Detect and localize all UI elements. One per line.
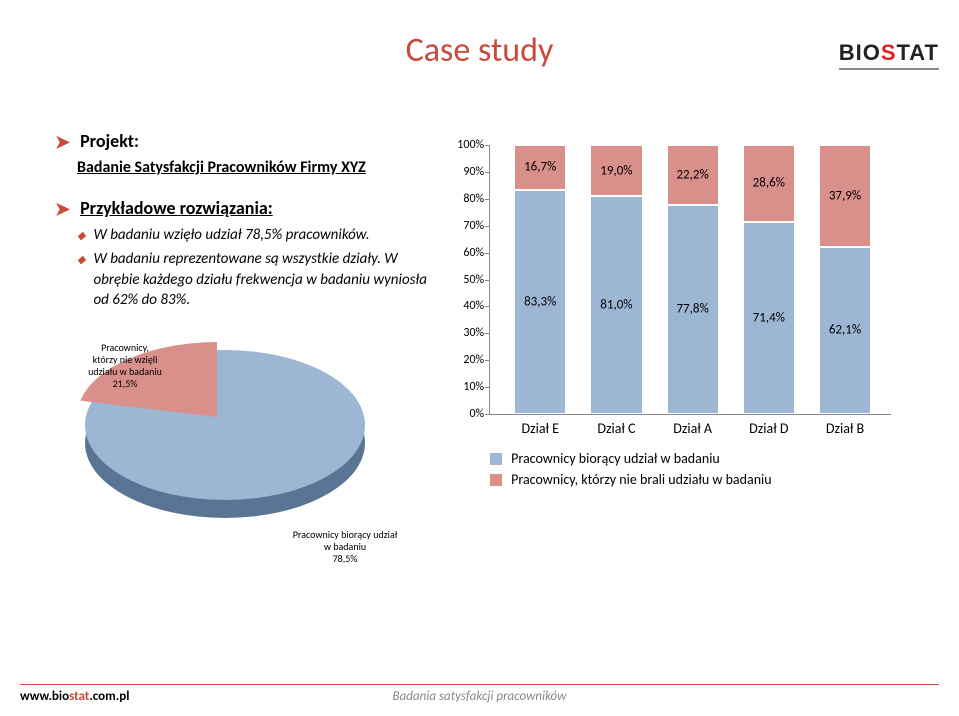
project-heading: Projekt:: [80, 130, 139, 152]
arrow-icon: ➤: [55, 198, 70, 220]
logo-part-bi: BI: [839, 40, 863, 65]
y-tick-mark: [485, 360, 490, 361]
bar-segment-bottom: 71,4%: [743, 222, 795, 414]
project-block: ➤ Projekt: Badanie Satysfakcji Pracownik…: [55, 130, 431, 177]
bar-segment-top: 16,7%: [514, 145, 566, 190]
y-tick-mark: [485, 145, 490, 146]
pie-chart: Pracownicy,którzy nie wzięliudziału w ba…: [55, 330, 395, 540]
bar-x-label: Dział B: [826, 420, 864, 437]
bar-label-top: 16,7%: [524, 160, 556, 175]
bar-label-bottom: 71,4%: [753, 310, 785, 325]
y-tick-label: 30%: [442, 326, 484, 340]
bar-segment-top: 22,2%: [667, 145, 719, 205]
bar-group: 83,3%16,7%Dział E: [514, 145, 566, 414]
footer-center-text: Badania satysfakcji pracowników: [393, 689, 567, 704]
pie-label-slice: Pracownicy,którzy nie wzięliudziału w ba…: [65, 342, 185, 390]
right-column: 0% 10% 20% 30% 40% 50% 60% 70% 80% 90% 100% 83,3% 16…: [441, 120, 959, 656]
footer-url-part3: .com.pl: [89, 689, 129, 704]
content-area: ➤ Projekt: Badanie Satysfakcji Pracownik…: [0, 120, 959, 656]
y-tick-label: 70%: [442, 219, 484, 233]
logo-part-tat: TAT: [897, 40, 940, 65]
logo-part-o: O: [863, 40, 881, 65]
y-tick-mark: [485, 253, 490, 254]
project-line-row: Badanie Satysfakcji Pracowników Firmy XY…: [77, 158, 431, 177]
solutions-heading-row: ➤ Przykładowe rozwiązania:: [55, 197, 431, 219]
legend-text: Pracownicy, którzy nie brali udziału w b…: [511, 471, 772, 488]
bar-label-bottom: 83,3%: [524, 294, 556, 309]
diamond-icon: ◆: [77, 229, 85, 244]
y-tick-mark: [485, 280, 490, 281]
logo-part-s: S: [881, 40, 897, 65]
bar-label-bottom: 77,8%: [676, 302, 708, 317]
footer: www.biostat.com.pl Badania satysfakcji p…: [20, 684, 939, 704]
bar-group: 81,0%19,0%Dział C: [590, 145, 642, 414]
bar-segment-bottom: 62,1%: [819, 247, 871, 414]
bar-segment-top: 19,0%: [590, 145, 642, 196]
brand-logo: BIOSTAT: [839, 40, 939, 70]
bar-group: 71,4%28,6%Dział D: [743, 145, 795, 414]
y-tick-label: 50%: [442, 273, 484, 287]
sub-bullet-1-text: W badaniu wzięło udział 78,5% pracownikó…: [93, 225, 369, 245]
legend-text: Pracownicy biorący udział w badaniu: [511, 450, 720, 467]
bar-label-top: 28,6%: [753, 176, 785, 191]
bar-chart: 0% 10% 20% 30% 40% 50% 60% 70% 80% 90% 100% 83,3% 16…: [441, 135, 901, 455]
bar-label-top: 19,0%: [600, 163, 632, 178]
y-tick-mark: [485, 333, 490, 334]
y-tick-mark: [485, 387, 490, 388]
bar-plot-area: 0%10%20%30%40%50%60%70%80%90%100%83,3%16…: [489, 145, 891, 415]
bar-label-bottom: 81,0%: [600, 298, 632, 313]
arrow-icon: ➤: [55, 131, 70, 153]
bar-x-label: Dział A: [673, 420, 712, 437]
sub-bullet-1: ◆ W badaniu wzięło udział 78,5% pracowni…: [77, 225, 431, 245]
footer-url-part2: stat: [69, 689, 89, 704]
legend-row: Pracownicy biorący udział w badaniu: [489, 450, 772, 467]
solutions-heading: Przykładowe rozwiązania:: [80, 197, 273, 219]
bar-x-label: Dział C: [597, 420, 635, 437]
y-tick-label: 90%: [442, 165, 484, 179]
bar-label-top: 37,9%: [829, 188, 861, 203]
bar-segment-bottom: 83,3%: [514, 190, 566, 414]
solutions-block: ➤ Przykładowe rozwiązania: ◆ W badaniu w…: [55, 197, 431, 310]
bar-legend: Pracownicy biorący udział w badaniu Praco…: [489, 450, 772, 492]
legend-row: Pracownicy, którzy nie brali udziału w b…: [489, 471, 772, 488]
diamond-icon: ◆: [77, 253, 85, 268]
bar-label-top: 22,2%: [676, 167, 708, 182]
project-heading-row: ➤ Projekt:: [55, 130, 431, 152]
left-column: ➤ Projekt: Badanie Satysfakcji Pracownik…: [0, 120, 441, 656]
y-tick-mark: [485, 414, 490, 415]
legend-swatch: [489, 452, 503, 466]
y-tick-mark: [485, 172, 490, 173]
pie-label-main: Pracownicy biorący udziałw badaniu78,5%: [275, 529, 415, 565]
footer-url-part1: www.bio: [20, 689, 69, 704]
footer-url: www.biostat.com.pl: [20, 689, 129, 704]
sub-bullet-2-text: W badaniu reprezentowane są wszystkie dz…: [93, 249, 431, 310]
y-tick-label: 100%: [442, 138, 484, 152]
y-tick-label: 40%: [442, 299, 484, 313]
bar-segment-top: 37,9%: [819, 145, 871, 247]
bar-segment-top: 28,6%: [743, 145, 795, 222]
y-tick-label: 10%: [442, 380, 484, 394]
bar-segment-bottom: 77,8%: [667, 205, 719, 414]
y-tick-mark: [485, 306, 490, 307]
y-tick-label: 0%: [442, 407, 484, 421]
y-tick-label: 20%: [442, 353, 484, 367]
bar-segment-bottom: 81,0%: [590, 196, 642, 414]
bar-x-label: Dział E: [521, 420, 559, 437]
y-tick-label: 80%: [442, 192, 484, 206]
bar-group: 77,8%22,2%Dział A: [667, 145, 719, 414]
legend-swatch: [489, 473, 503, 487]
bar-label-bottom: 62,1%: [829, 323, 861, 338]
y-tick-mark: [485, 226, 490, 227]
page-title: Case study: [0, 30, 959, 71]
sub-bullet-2: ◆ W badaniu reprezentowane są wszystkie …: [77, 249, 431, 310]
bar-x-label: Dział D: [749, 420, 788, 437]
y-tick-mark: [485, 199, 490, 200]
y-tick-label: 60%: [442, 246, 484, 260]
bar-group: 62,1%37,9%Dział B: [819, 145, 871, 414]
project-line: Badanie Satysfakcji Pracowników Firmy XY…: [77, 158, 366, 177]
